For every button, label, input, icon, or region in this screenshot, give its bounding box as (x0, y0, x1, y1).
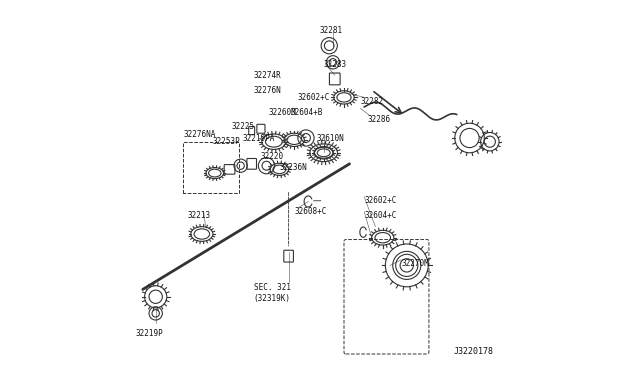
Text: 32220: 32220 (261, 152, 284, 161)
Text: 32281: 32281 (320, 26, 343, 35)
Text: 32274R: 32274R (253, 71, 282, 80)
Text: 32253P: 32253P (213, 137, 241, 146)
Text: 32602+C: 32602+C (364, 196, 397, 205)
Text: 32610N: 32610N (316, 134, 344, 142)
Text: 32283: 32283 (324, 60, 347, 69)
Text: 32276N: 32276N (253, 86, 282, 94)
Text: 32260M: 32260M (268, 108, 296, 117)
Text: 32602+C: 32602+C (298, 93, 330, 102)
Text: 32225: 32225 (232, 122, 255, 131)
Text: SEC. 321
(32319K): SEC. 321 (32319K) (253, 283, 291, 303)
Text: J3220178: J3220178 (454, 347, 493, 356)
Text: 32213: 32213 (187, 211, 210, 220)
Text: 32604+B: 32604+B (291, 108, 323, 117)
Text: 32276NA: 32276NA (184, 130, 216, 139)
Text: 32282: 32282 (360, 97, 384, 106)
Text: 32219PA: 32219PA (243, 134, 275, 142)
Text: 32236N: 32236N (280, 163, 307, 172)
Text: 32604+C: 32604+C (364, 211, 397, 220)
Text: 32286: 32286 (368, 115, 391, 124)
Text: 32608+C: 32608+C (294, 207, 326, 217)
Text: 32219P: 32219P (136, 329, 163, 338)
Text: 32270M: 32270M (401, 259, 429, 268)
